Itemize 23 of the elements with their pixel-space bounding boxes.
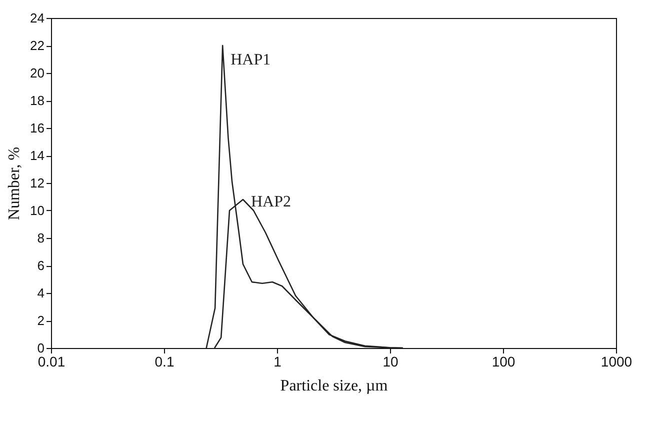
- x-tick-label: 0.1: [154, 354, 174, 370]
- y-tick-label: 4: [37, 286, 44, 300]
- y-tick-label: 20: [30, 66, 44, 80]
- x-tick-label: 10: [382, 354, 398, 370]
- x-tick-label: 100: [492, 354, 516, 370]
- x-tick-label: 1000: [600, 354, 632, 370]
- y-tick-label: 2: [37, 313, 44, 328]
- y-axis-title: Number, %: [6, 146, 24, 220]
- y-tick-label: 16: [30, 120, 44, 136]
- y-tick-label: 8: [37, 230, 44, 246]
- y-tick-label: 14: [30, 148, 44, 163]
- x-tick-label: 0.01: [38, 354, 66, 370]
- y-tick-label: 12: [30, 176, 44, 190]
- y-tick-label: 18: [30, 93, 44, 108]
- y-tick-label: 0: [37, 340, 44, 356]
- series-label: HAP2: [250, 194, 291, 210]
- y-tick-label: 24: [30, 10, 44, 26]
- series-label: HAP1: [230, 52, 271, 68]
- x-axis-title: Particle size, µm: [280, 378, 388, 394]
- y-tick-label: 22: [30, 38, 44, 53]
- y-tick-label: 10: [30, 203, 44, 218]
- x-tick-label: 1: [274, 354, 282, 370]
- y-tick-label: 6: [37, 258, 44, 273]
